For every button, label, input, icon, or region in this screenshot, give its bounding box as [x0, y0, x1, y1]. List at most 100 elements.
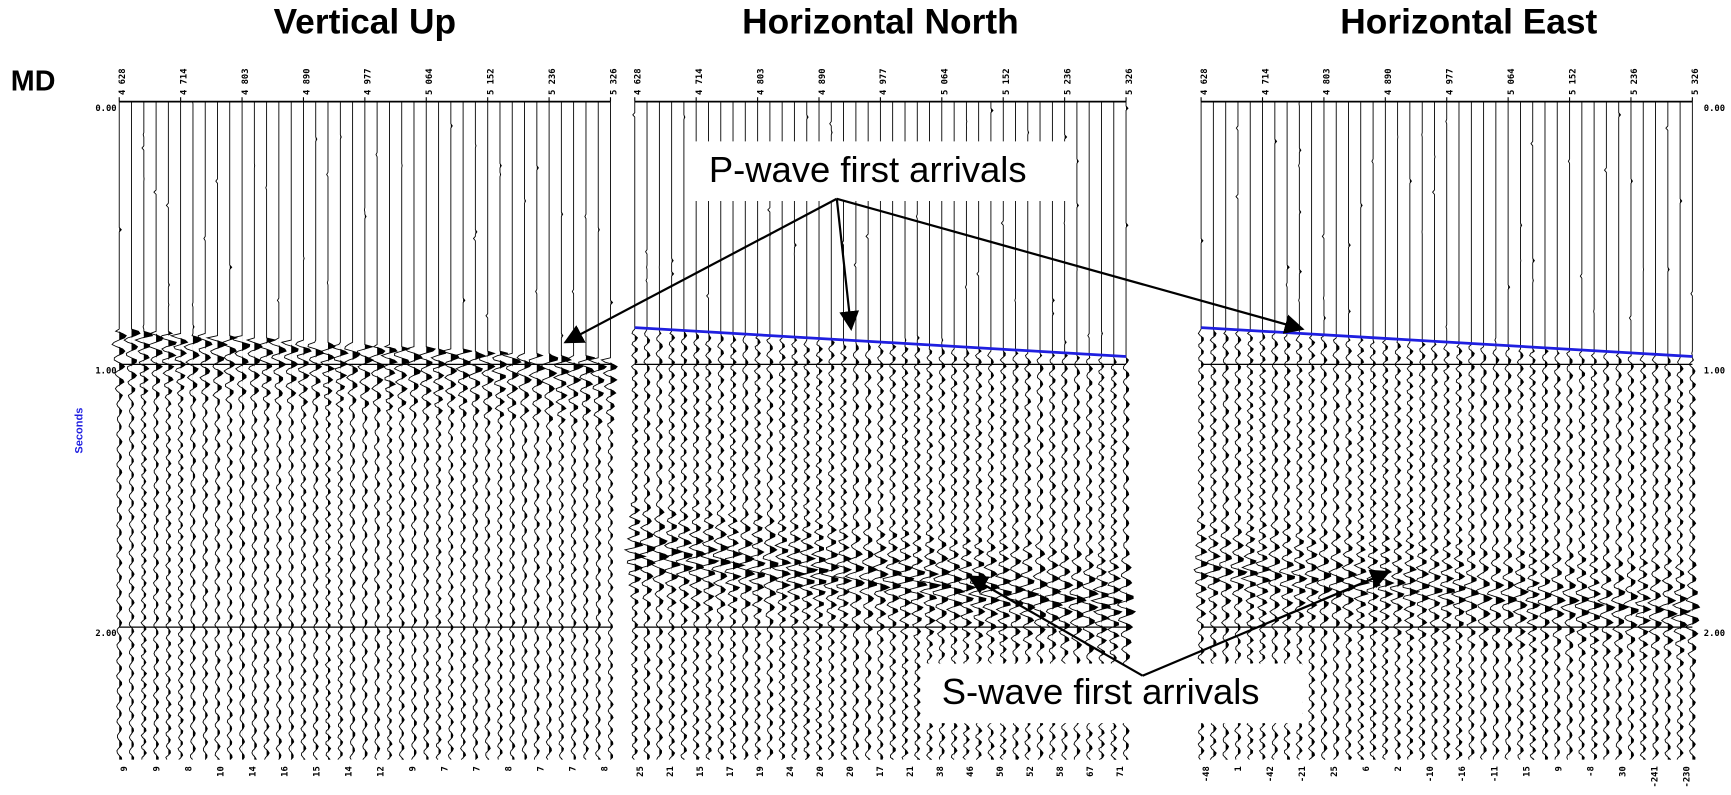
s-wave-label: S-wave first arrivals: [942, 671, 1260, 712]
trace-fill: [769, 101, 778, 760]
trace-label: 9: [152, 766, 162, 771]
depth-label: 5 236: [1063, 68, 1073, 95]
trace-fill: [1569, 101, 1579, 760]
trace-label: 7: [536, 766, 546, 771]
trace: [1203, 101, 1223, 760]
trace: [967, 101, 989, 760]
trace: [1413, 101, 1431, 760]
trace-fill: [217, 101, 227, 760]
trace: [905, 101, 928, 760]
trace: [257, 101, 276, 760]
trace-label: 17: [726, 766, 736, 777]
trace-fill: [1336, 101, 1344, 760]
trace: [892, 101, 915, 760]
trace-label: -21: [1298, 766, 1308, 782]
trace-fill: [634, 101, 646, 760]
trace: [111, 101, 127, 760]
depth-label: 4 628: [634, 68, 644, 95]
trace-fill: [880, 101, 890, 760]
trace-fill: [1532, 101, 1540, 760]
trace-label: 6: [1362, 766, 1372, 771]
depth-label: 4 628: [1200, 68, 1210, 95]
trace-fill: [475, 101, 485, 760]
trace: [148, 101, 164, 760]
trace: [1350, 101, 1371, 760]
trace: [320, 101, 336, 760]
trace-label: 58: [1056, 766, 1066, 777]
trace-label: 19: [756, 766, 766, 777]
trace: [797, 101, 819, 760]
trace: [222, 101, 239, 760]
trace-fill: [745, 101, 755, 760]
arrow: [836, 197, 1305, 334]
trace: [745, 101, 766, 760]
trace: [809, 101, 829, 760]
depth-label: 5 064: [941, 68, 951, 95]
trace-fill: [1101, 101, 1111, 760]
trace-fill: [156, 101, 163, 760]
trace-fill: [757, 101, 765, 760]
trace-label: 14: [248, 766, 258, 777]
trace: [697, 101, 720, 760]
trace-label: 20: [846, 766, 856, 777]
trace-fill: [377, 101, 385, 760]
trace: [660, 101, 683, 760]
depth-label: 4 628: [118, 68, 128, 95]
trace-label: 25: [1330, 766, 1340, 777]
time-label: 0.00: [95, 104, 116, 114]
panel-title: Horizontal North: [742, 3, 1019, 42]
trace-fill: [1458, 101, 1466, 760]
trace: [1463, 101, 1479, 760]
trace-fill: [1655, 101, 1665, 760]
trace: [1328, 101, 1344, 760]
trace-fill: [585, 101, 595, 760]
trace: [417, 101, 437, 760]
trace: [1253, 101, 1272, 760]
trace: [1090, 101, 1112, 760]
trace: [1366, 101, 1381, 760]
trace-fill: [1225, 101, 1234, 760]
trace: [1683, 101, 1701, 760]
depth-label: 4 977: [879, 68, 889, 95]
trace: [1390, 101, 1407, 760]
trace-fill: [1250, 101, 1258, 760]
trace: [1104, 101, 1124, 760]
trace: [638, 101, 656, 760]
panel-title: Horizontal East: [1340, 3, 1597, 42]
trace-label: 2: [1394, 766, 1404, 771]
depth-label: 5 152: [1002, 68, 1012, 95]
depth-label: 5 326: [1691, 68, 1701, 95]
trace-fill: [831, 101, 839, 760]
trace-label: 8: [504, 766, 514, 771]
trace-fill: [1409, 101, 1419, 760]
trace: [1005, 101, 1026, 760]
trace-label: -11: [1490, 766, 1500, 782]
trace: [1450, 101, 1467, 760]
trace: [785, 101, 807, 760]
trace: [356, 101, 375, 760]
trace-fill: [1594, 101, 1604, 760]
trace-fill: [1348, 101, 1357, 760]
trace-label: 14: [344, 766, 354, 777]
trace: [404, 101, 423, 760]
trace: [1525, 101, 1541, 760]
trace-label: 1: [1234, 766, 1244, 771]
trace-label: -16: [1458, 766, 1468, 782]
trace: [1585, 101, 1605, 760]
trace-label: 15: [1522, 766, 1532, 777]
trace-fill: [1557, 101, 1566, 760]
trace-label: 7: [568, 766, 578, 771]
trace: [528, 101, 546, 760]
trace-fill: [364, 101, 374, 760]
trace: [993, 101, 1013, 760]
depth-label: 4 890: [1384, 68, 1394, 95]
trace-fill: [1397, 101, 1406, 760]
trace-label: 9: [120, 766, 130, 771]
time-label: 1.00: [95, 367, 116, 377]
trace: [1116, 101, 1137, 760]
trace: [600, 101, 618, 760]
trace-label: 67: [1086, 766, 1096, 777]
trace: [245, 101, 263, 760]
arrow: [967, 575, 1144, 677]
